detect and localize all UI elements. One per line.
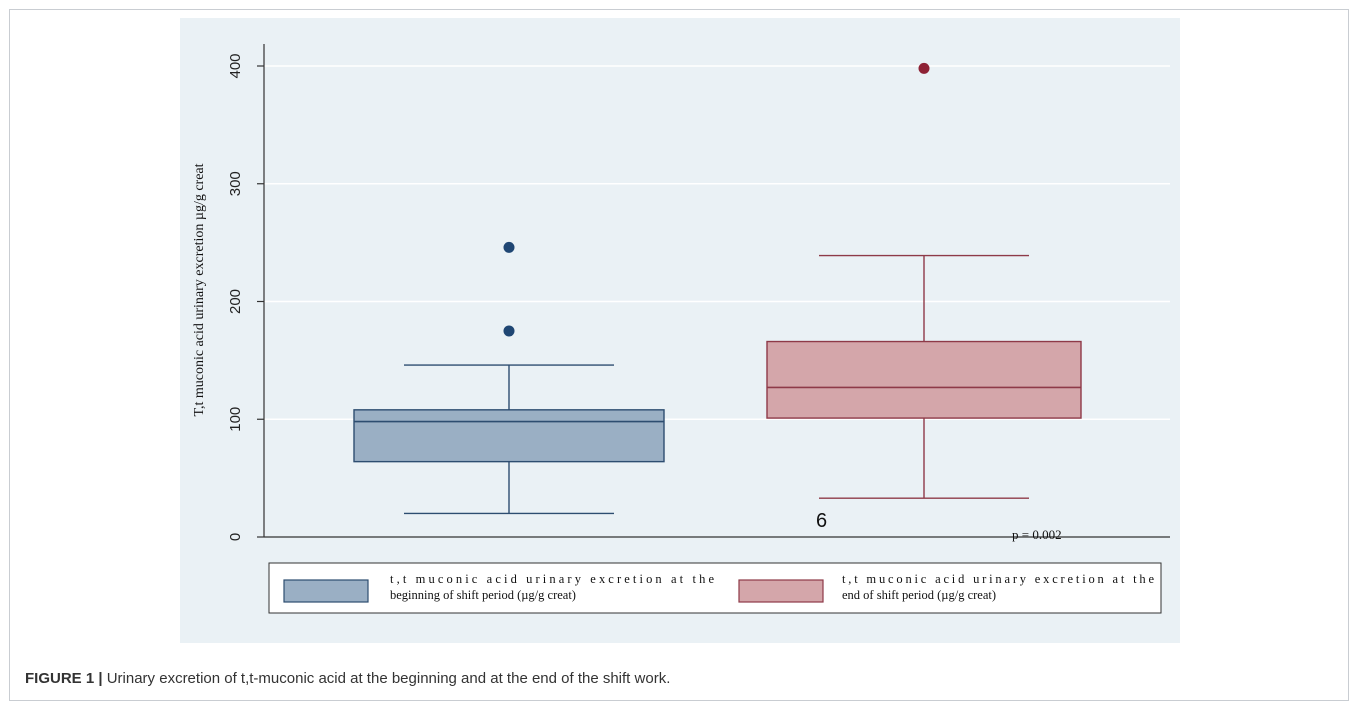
box-end	[766, 62, 1082, 499]
iqr-box	[353, 409, 665, 463]
p-value-annotation: p = 0.002	[1012, 527, 1062, 542]
legend-label-beginning-line1: t,t muconic acid urinary excretion at th…	[390, 572, 714, 586]
grid-lines	[264, 65, 1170, 420]
legend-label-end-line2: end of shift period (µg/g creat)	[842, 588, 996, 602]
figure-caption: FIGURE 1 | Urinary excretion of t,t-muco…	[25, 670, 1325, 687]
y-axis-label: T,t muconic acid urinary excretion µg/g …	[192, 163, 207, 416]
plot-background	[180, 18, 1180, 643]
legend-swatch-beginning	[283, 579, 369, 603]
y-tick-label: 300	[227, 171, 244, 196]
iqr-box	[766, 340, 1082, 419]
axes	[263, 44, 1170, 538]
legend-box	[268, 562, 1162, 614]
legend: t,t muconic acid urinary excretion at th…	[268, 562, 1162, 614]
marker-annotation: 6	[816, 510, 827, 532]
y-ticks: 0 100 200 300 400	[227, 53, 264, 541]
outlier-point	[503, 325, 515, 337]
y-tick-label: 0	[227, 533, 244, 541]
legend-label-beginning-line2: beginning of shift period (µg/g creat)	[390, 588, 576, 602]
legend-label-end-line1: t,t muconic acid urinary excretion at th…	[842, 572, 1154, 586]
y-tick-label: 200	[227, 289, 244, 314]
caption-text: Urinary excretion of t,t-muconic acid at…	[102, 670, 671, 687]
caption-label: FIGURE 1 |	[25, 670, 103, 687]
outlier-point	[503, 241, 515, 253]
boxes	[353, 62, 1082, 515]
box-beginning	[353, 241, 665, 515]
y-tick-label: 100	[227, 407, 244, 432]
y-tick-label: 400	[227, 53, 244, 78]
legend-swatch-end	[738, 579, 824, 603]
outlier-point	[918, 62, 930, 74]
